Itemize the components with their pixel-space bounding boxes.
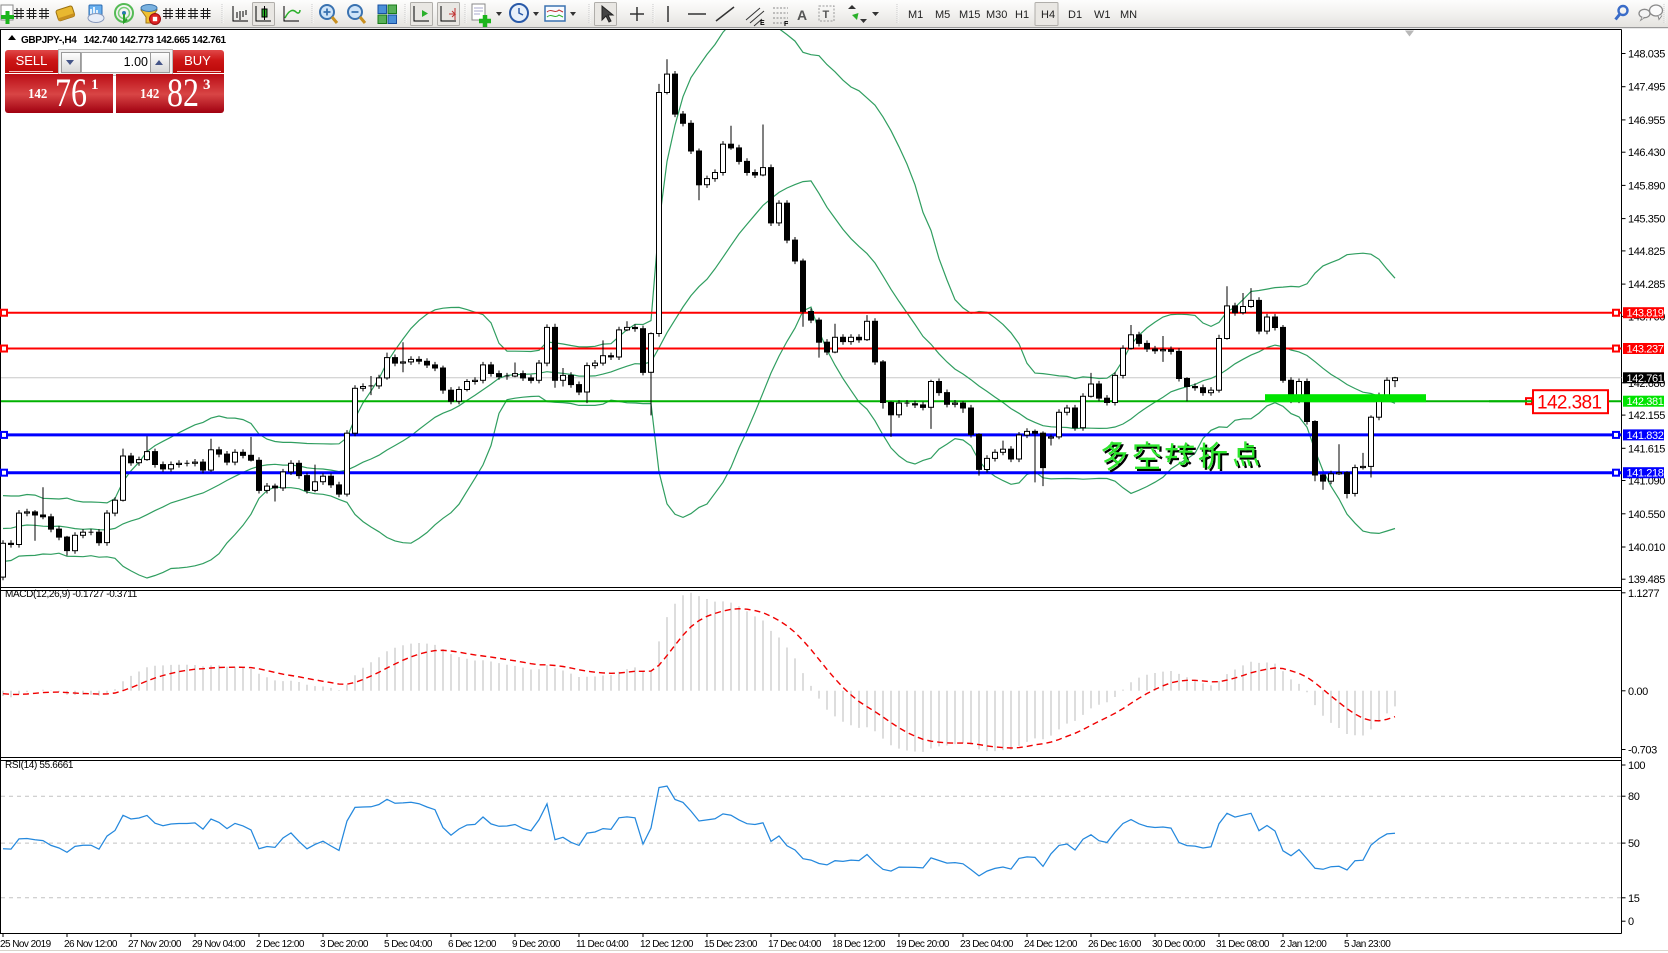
svg-text:A: A	[797, 7, 807, 23]
svg-text:0.00: 0.00	[1628, 686, 1648, 698]
svg-text:141.090: 141.090	[1628, 476, 1665, 488]
svg-text:143.819: 143.819	[1627, 308, 1664, 320]
svg-text:29 Nov 04:00: 29 Nov 04:00	[192, 939, 246, 950]
svg-text:142.381: 142.381	[1537, 393, 1602, 414]
svg-text:26 Nov 12:00: 26 Nov 12:00	[64, 939, 118, 950]
svg-text:3 Dec 20:00: 3 Dec 20:00	[320, 939, 369, 950]
svg-text:141.832: 141.832	[1627, 430, 1664, 442]
svg-text:142.381: 142.381	[1627, 396, 1664, 408]
svg-text:100: 100	[1628, 760, 1645, 772]
svg-text:146.430: 146.430	[1628, 147, 1665, 159]
svg-text:D1: D1	[1068, 9, 1082, 21]
svg-text:1.1277: 1.1277	[1628, 588, 1660, 600]
svg-text:2 Jan 12:00: 2 Jan 12:00	[1280, 939, 1327, 950]
svg-text:H4: H4	[1041, 9, 1055, 21]
svg-text:18 Dec 12:00: 18 Dec 12:00	[832, 939, 886, 950]
svg-text:11 Dec 04:00: 11 Dec 04:00	[576, 939, 629, 950]
svg-text:50: 50	[1628, 838, 1640, 850]
svg-text:5 Dec 04:00: 5 Dec 04:00	[384, 939, 433, 950]
svg-text:139.485: 139.485	[1628, 574, 1665, 586]
svg-text:142.761: 142.761	[1627, 373, 1664, 385]
svg-text:23 Dec 04:00: 23 Dec 04:00	[960, 939, 1014, 950]
svg-text:M5: M5	[935, 9, 950, 21]
svg-text:RSI(14) 55.6661: RSI(14) 55.6661	[5, 760, 74, 771]
svg-text:15 Dec 23:00: 15 Dec 23:00	[704, 939, 758, 950]
svg-text:17 Dec 04:00: 17 Dec 04:00	[768, 939, 822, 950]
svg-text:148.035: 148.035	[1628, 49, 1665, 61]
svg-text:MACD(12,26,9) -0.1727 -0.3711: MACD(12,26,9) -0.1727 -0.3711	[5, 589, 138, 600]
svg-text:146.955: 146.955	[1628, 115, 1665, 127]
svg-text:26 Dec 16:00: 26 Dec 16:00	[1088, 939, 1142, 950]
svg-text:27 Nov 20:00: 27 Nov 20:00	[128, 939, 182, 950]
svg-text:24 Dec 12:00: 24 Dec 12:00	[1024, 939, 1078, 950]
svg-text:5 Jan 23:00: 5 Jan 23:00	[1344, 939, 1391, 950]
svg-text:2 Dec 12:00: 2 Dec 12:00	[256, 939, 305, 950]
svg-text:E: E	[760, 20, 765, 27]
svg-text:142.155: 142.155	[1628, 410, 1665, 422]
svg-text:145.890: 145.890	[1628, 180, 1665, 192]
svg-text:M15: M15	[959, 9, 980, 21]
svg-text:31 Dec 08:00: 31 Dec 08:00	[1216, 939, 1270, 950]
svg-text:12 Dec 12:00: 12 Dec 12:00	[640, 939, 694, 950]
svg-text:25 Nov 2019: 25 Nov 2019	[0, 939, 52, 950]
svg-text:143.237: 143.237	[1627, 344, 1664, 356]
svg-text:GBPJPY-,H4 142.740 142.773 1: GBPJPY-,H4 142.740 142.773 142.665 142.7…	[21, 35, 227, 46]
svg-text:19 Dec 20:00: 19 Dec 20:00	[896, 939, 950, 950]
svg-text:6 Dec 12:00: 6 Dec 12:00	[448, 939, 497, 950]
svg-text:MN: MN	[1120, 9, 1137, 21]
svg-text:144.825: 144.825	[1628, 246, 1665, 258]
svg-text:M30: M30	[986, 9, 1007, 21]
svg-text:M1: M1	[908, 9, 923, 21]
svg-text:80: 80	[1628, 791, 1640, 803]
svg-text:9 Dec 20:00: 9 Dec 20:00	[512, 939, 561, 950]
svg-text:141.615: 141.615	[1628, 443, 1665, 455]
svg-text:144.285: 144.285	[1628, 279, 1665, 291]
svg-text:H1: H1	[1015, 9, 1029, 21]
svg-text:F: F	[784, 21, 789, 28]
svg-text:145.350: 145.350	[1628, 214, 1665, 226]
svg-text:W1: W1	[1094, 9, 1111, 21]
svg-text:141.218: 141.218	[1627, 468, 1664, 480]
svg-text:15: 15	[1628, 893, 1640, 905]
svg-text:T: T	[823, 9, 830, 21]
svg-text:-0.703: -0.703	[1628, 745, 1657, 757]
svg-text:147.495: 147.495	[1628, 82, 1665, 94]
svg-text:140.010: 140.010	[1628, 542, 1665, 554]
svg-text:140.550: 140.550	[1628, 509, 1665, 521]
svg-text:30 Dec 00:00: 30 Dec 00:00	[1152, 939, 1206, 950]
svg-text:0: 0	[1628, 916, 1634, 928]
